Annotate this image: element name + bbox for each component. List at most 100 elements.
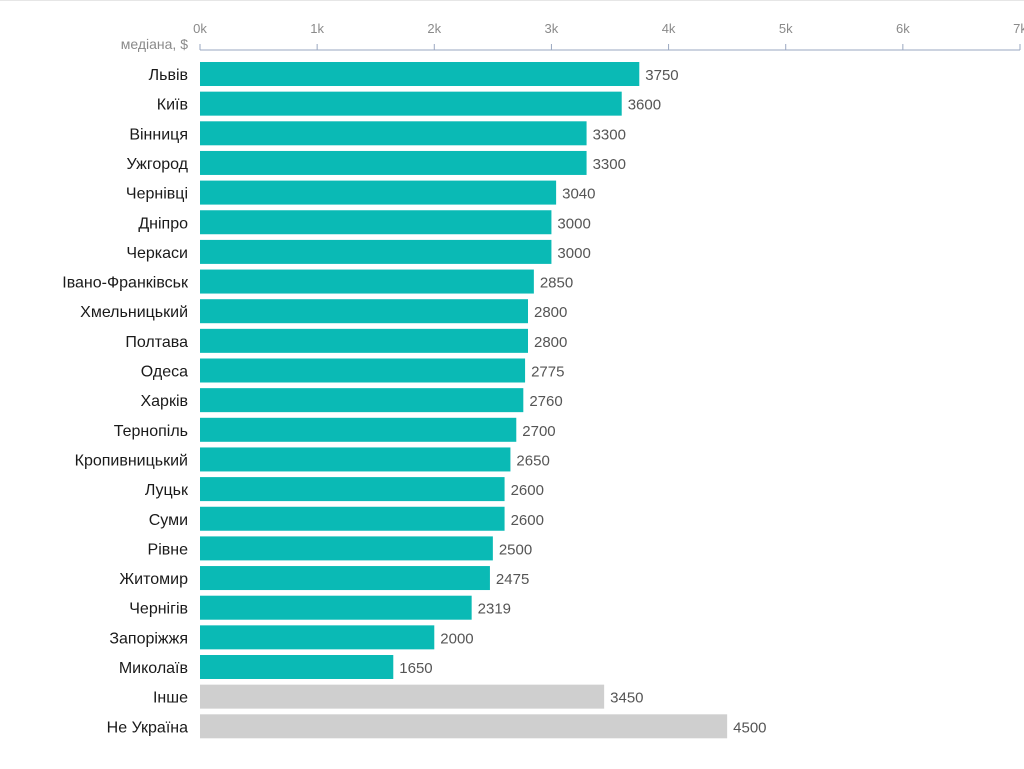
data-label: 3000 <box>557 245 590 262</box>
top-divider <box>0 0 1024 1</box>
data-label: 4500 <box>733 719 766 736</box>
bar-row: Харків 2760 <box>140 388 563 413</box>
data-label: 3300 <box>593 126 626 143</box>
bar-row: Одеса 2775 <box>141 358 564 383</box>
x-tick-label: 3k <box>545 21 559 36</box>
data-label: 3600 <box>628 97 661 114</box>
bar <box>200 210 552 235</box>
bar <box>200 269 534 294</box>
data-label: 3000 <box>557 215 590 232</box>
data-label: 2650 <box>516 452 549 469</box>
bar-row: Рівне 2500 <box>148 536 532 561</box>
bar-row: Вінниця 3300 <box>129 121 626 146</box>
category-label: Івано-Франківськ <box>62 275 189 292</box>
x-tick-label: 7k <box>1013 21 1024 36</box>
x-axis-title: медіана, $ <box>121 36 188 52</box>
category-label: Інше <box>153 690 188 707</box>
category-label: Не Україна <box>107 719 188 736</box>
data-label: 2760 <box>529 393 562 410</box>
bar <box>200 358 526 383</box>
data-label: 2600 <box>511 482 544 499</box>
bar-row: Суми 2600 <box>149 506 544 531</box>
bar <box>200 388 524 413</box>
bar <box>200 62 640 86</box>
data-label: 2800 <box>534 304 567 321</box>
category-label: Вінниця <box>129 126 188 143</box>
data-label: 3040 <box>562 186 595 203</box>
data-label: 2475 <box>496 571 529 588</box>
bar <box>200 447 511 472</box>
bar <box>200 150 587 175</box>
bar-row: Не Україна 4500 <box>107 714 767 739</box>
bar <box>200 566 490 591</box>
bar-row: Івано-Франківськ 2850 <box>62 269 573 294</box>
bar <box>200 417 517 442</box>
category-label: Одеса <box>141 364 188 381</box>
bar-row: Запоріжжя 2000 <box>109 625 474 650</box>
category-label: Хмельницький <box>80 304 188 321</box>
bar-row: Черкаси 3000 <box>126 239 591 264</box>
data-label: 2850 <box>540 275 573 292</box>
category-label: Ужгород <box>127 156 189 173</box>
bar <box>200 239 552 264</box>
bar <box>200 299 528 324</box>
category-label: Суми <box>149 512 188 529</box>
x-tick-label: 5k <box>779 21 793 36</box>
x-tick-label: 6k <box>896 21 910 36</box>
category-label: Полтава <box>125 334 188 351</box>
bar-row: Луцьк 2600 <box>145 477 544 502</box>
x-tick-label: 4k <box>662 21 676 36</box>
category-label: Житомир <box>119 571 188 588</box>
category-label: Луцьк <box>145 482 189 499</box>
bar <box>200 506 505 531</box>
data-label: 2319 <box>478 601 511 618</box>
category-label: Черкаси <box>126 245 188 262</box>
bar <box>200 536 493 561</box>
bar <box>200 625 435 650</box>
data-label: 2000 <box>440 630 473 647</box>
bar-row: Тернопіль 2700 <box>114 417 556 442</box>
bar <box>200 655 394 679</box>
x-tick-label: 1k <box>310 21 324 36</box>
bar-row: Інше 3450 <box>153 684 644 709</box>
bar <box>200 121 587 146</box>
data-label: 2500 <box>499 541 532 558</box>
bar <box>200 91 622 116</box>
category-label: Миколаїв <box>119 660 188 677</box>
category-label: Кропивницький <box>75 452 188 469</box>
data-label: 2800 <box>534 334 567 351</box>
bar-row: Львів 3750 <box>149 62 679 86</box>
category-label: Рівне <box>148 541 189 558</box>
bar-row: Чернівці 3040 <box>126 180 595 205</box>
bar-row: Дніпро 3000 <box>138 210 591 235</box>
bar <box>200 477 505 502</box>
bar <box>200 180 557 205</box>
data-label: 1650 <box>399 660 432 677</box>
x-tick-label: 2k <box>427 21 441 36</box>
bar-row: Полтава 2800 <box>125 328 567 353</box>
category-label: Чернігів <box>129 601 188 618</box>
data-label: 3300 <box>593 156 626 173</box>
category-label: Тернопіль <box>114 423 188 440</box>
data-label: 2700 <box>522 423 555 440</box>
data-label: 3450 <box>610 690 643 707</box>
bar-row: Кропивницький 2650 <box>75 447 550 472</box>
bar <box>200 328 528 353</box>
bar-row: Житомир 2475 <box>119 566 529 591</box>
bar-row: Миколаїв 1650 <box>119 655 433 679</box>
category-label: Харків <box>140 393 188 410</box>
category-label: Львів <box>149 67 188 84</box>
bars: Львів 3750 Київ 3600 Вінниця 3300 Ужгород 3300 Ч… <box>62 62 767 739</box>
category-label: Київ <box>157 97 188 114</box>
bar <box>200 684 605 709</box>
x-axis: 0k 1k 2k 3k 4k 5k 6k 7k <box>193 21 1024 51</box>
data-label: 2600 <box>511 512 544 529</box>
bar-row: Ужгород 3300 <box>127 150 626 175</box>
category-label: Чернівці <box>126 186 188 203</box>
data-label: 3750 <box>645 67 678 84</box>
bar <box>200 714 728 739</box>
category-label: Дніпро <box>138 215 188 232</box>
category-label: Запоріжжя <box>109 630 188 647</box>
